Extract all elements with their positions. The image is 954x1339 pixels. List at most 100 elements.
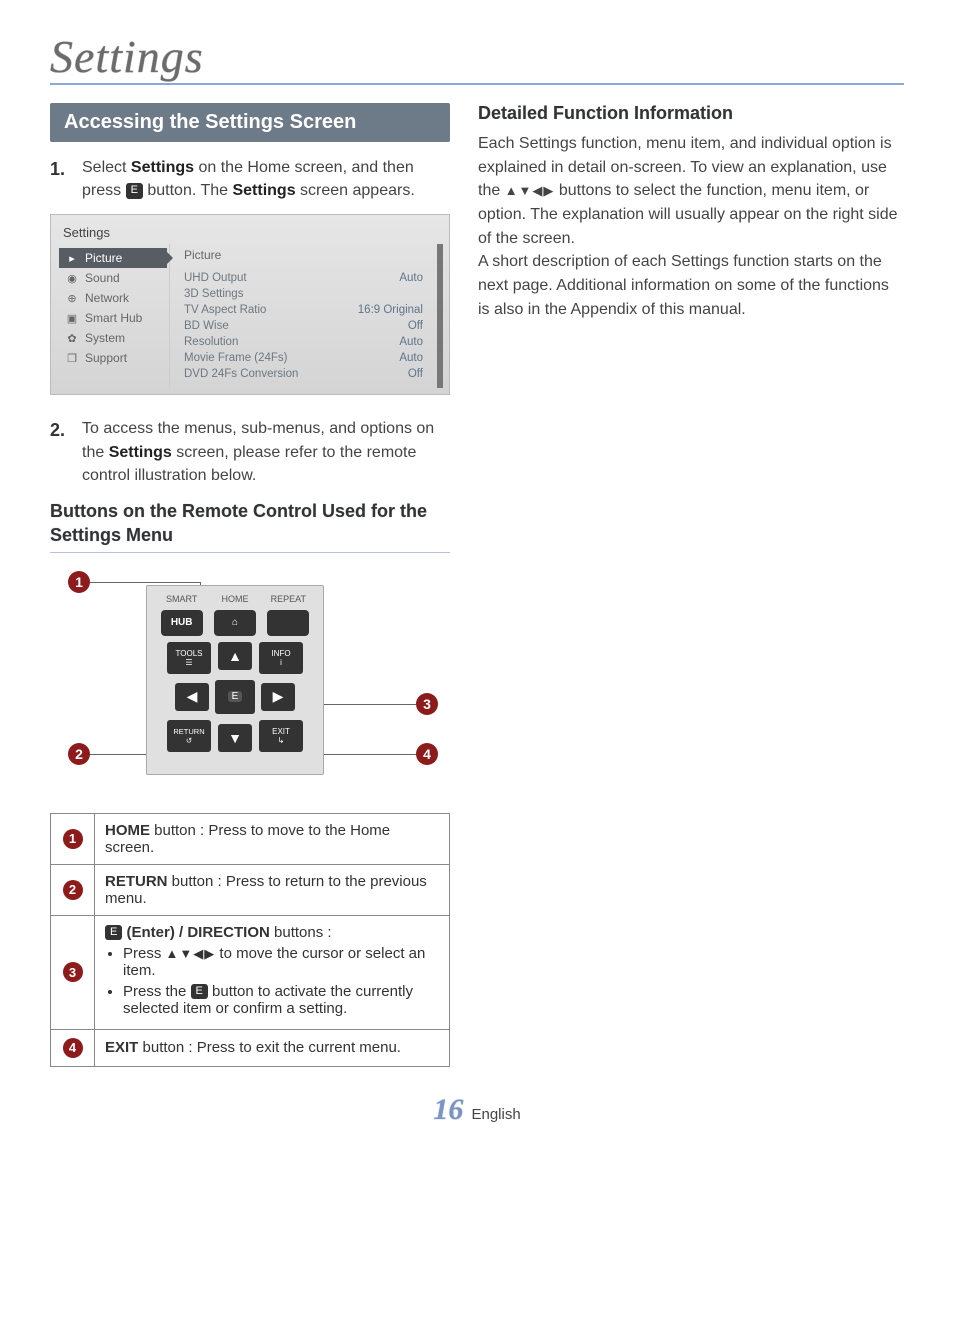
tools-icon: ☰ [185, 658, 192, 667]
content-columns: Accessing the Settings Screen 1. Select … [50, 103, 904, 1067]
text: screen appears. [296, 182, 415, 199]
scrollbar [437, 244, 443, 388]
row-key: 3D Settings [184, 288, 243, 300]
direction-arrows-icon: ▲▼◀▶ [166, 946, 216, 961]
step-number: 1. [50, 156, 72, 202]
support-icon: ❐ [65, 351, 79, 365]
sound-icon: ◉ [65, 271, 79, 285]
sidebar-item-picture: ▸Picture [59, 248, 167, 268]
step-2: 2. To access the menus, sub-menus, and o… [50, 417, 450, 487]
sidebar-item-smarthub: ▣ Smart Hub [59, 308, 167, 328]
direction-arrows-icon: ▲▼◀▶ [505, 183, 555, 198]
callout-line [90, 582, 200, 583]
tools-button: TOOLS☰ [167, 642, 211, 674]
table-desc-cell: EXIT button : Press to exit the current … [95, 1029, 450, 1066]
enter-icon: E [105, 925, 122, 940]
table-row: 2 RETURN button : Press to return to the… [51, 864, 450, 915]
text: Press the [123, 983, 191, 1000]
row-key: DVD 24Fs Conversion [184, 368, 298, 380]
home-button: ⌂ [214, 610, 256, 636]
bold-text: RETURN [105, 873, 168, 890]
step-number: 2. [50, 417, 72, 487]
row-value: 16:9 Original [358, 304, 423, 316]
row-key: UHD Output [184, 272, 247, 284]
exit-icon: ↳ [278, 736, 285, 745]
right-column: Detailed Function Information Each Setti… [478, 103, 904, 1067]
sidebar-label: System [85, 331, 125, 345]
system-icon: ✿ [65, 331, 79, 345]
remote-label-repeat: REPEAT [263, 594, 313, 604]
row-value: Off [408, 320, 423, 332]
repeat-button [267, 610, 309, 636]
table-row: 3 E (Enter) / DIRECTION buttons : Press … [51, 915, 450, 1029]
table-num-cell: 2 [51, 864, 95, 915]
sidebar-label: Picture [85, 251, 122, 265]
table-row: Resolution Auto [184, 334, 423, 350]
text: Press [123, 945, 166, 962]
right-body: Each Settings function, menu item, and i… [478, 132, 904, 321]
table-row: 3D Settings [184, 286, 423, 302]
callout-1: 1 [68, 571, 90, 593]
sidebar-item-system: ✿ System [59, 328, 167, 348]
right-heading: Detailed Function Information [478, 103, 904, 124]
table-num-cell: 3 [51, 915, 95, 1029]
return-label: RETURN [173, 727, 204, 736]
row-key: TV Aspect Ratio [184, 304, 266, 316]
callout-line [324, 704, 416, 705]
bold-text: EXIT [105, 1039, 138, 1056]
remote-label-row: SMART HOME REPEAT [155, 594, 315, 604]
step-body: To access the menus, sub-menus, and opti… [82, 417, 450, 487]
enter-icon: E [126, 183, 143, 198]
page-number: 16 [433, 1093, 463, 1126]
settings-mock-title: Settings [57, 221, 443, 244]
sidebar-item-sound: ◉Sound [59, 268, 167, 288]
enter-icon: E [191, 984, 208, 999]
page: Settings Accessing the Settings Screen 1… [50, 30, 904, 1127]
table-num-cell: 4 [51, 1029, 95, 1066]
step-1: 1. Select Settings on the Home screen, a… [50, 156, 450, 202]
info-button: INFOi [259, 642, 303, 674]
smarthub-icon: ▣ [65, 311, 79, 325]
row-value: Auto [399, 336, 423, 348]
sidebar-label: Network [85, 291, 129, 305]
remote-dpad: TOOLS☰ ▲ INFOi ◀ E ▶ RETURN↺ ▼ EXIT↳ [155, 642, 315, 752]
bold-text: HOME [105, 822, 150, 839]
remote-label-home: HOME [210, 594, 260, 604]
callout-3: 3 [416, 693, 438, 715]
return-button: RETURN↺ [167, 720, 211, 752]
list-item: Press ▲▼◀▶ to move the cursor or select … [123, 945, 439, 979]
up-button: ▲ [218, 642, 252, 670]
bold-text: Settings [232, 182, 295, 199]
row-value: Auto [399, 272, 423, 284]
button-table: 1 HOME button : Press to move to the Hom… [50, 813, 450, 1067]
bold-text: Settings [109, 444, 172, 461]
remote-subheading: Buttons on the Remote Control Used for t… [50, 499, 450, 553]
sidebar-label: Smart Hub [85, 311, 142, 325]
bold-text: (Enter) / DIRECTION [122, 924, 270, 941]
text: button : Press to exit the current menu. [138, 1039, 401, 1056]
row-key: Resolution [184, 336, 238, 348]
callout-1-badge: 1 [63, 829, 83, 849]
exit-button: EXIT↳ [259, 720, 303, 752]
left-button: ◀ [175, 683, 209, 711]
sidebar-item-network: ⊕ Network [59, 288, 167, 308]
table-num-cell: 1 [51, 813, 95, 864]
network-icon: ⊕ [65, 291, 79, 305]
table-row: UHD Output Auto [184, 270, 423, 286]
row-key: Movie Frame (24Fs) [184, 352, 288, 364]
remote-illustration: 1 2 3 4 SMART HOME REPEAT [60, 571, 440, 791]
sidebar-item-support: ❐Support [59, 348, 167, 368]
tools-label: TOOLS [176, 649, 203, 658]
info-icon: i [280, 658, 282, 667]
table-desc-cell: RETURN button : Press to return to the p… [95, 864, 450, 915]
text: buttons : [270, 924, 332, 941]
remote-label-smart: SMART [157, 594, 207, 604]
row-value: Off [408, 368, 423, 380]
page-footer: 16 English [50, 1093, 904, 1127]
text: A short description of each Settings fun… [478, 253, 889, 317]
hub-button: HUB [161, 610, 203, 636]
text: Select [82, 159, 131, 176]
table-desc-cell: E (Enter) / DIRECTION buttons : Press ▲▼… [95, 915, 450, 1029]
callout-4: 4 [416, 743, 438, 765]
section-heading-bar: Settings [50, 30, 904, 85]
